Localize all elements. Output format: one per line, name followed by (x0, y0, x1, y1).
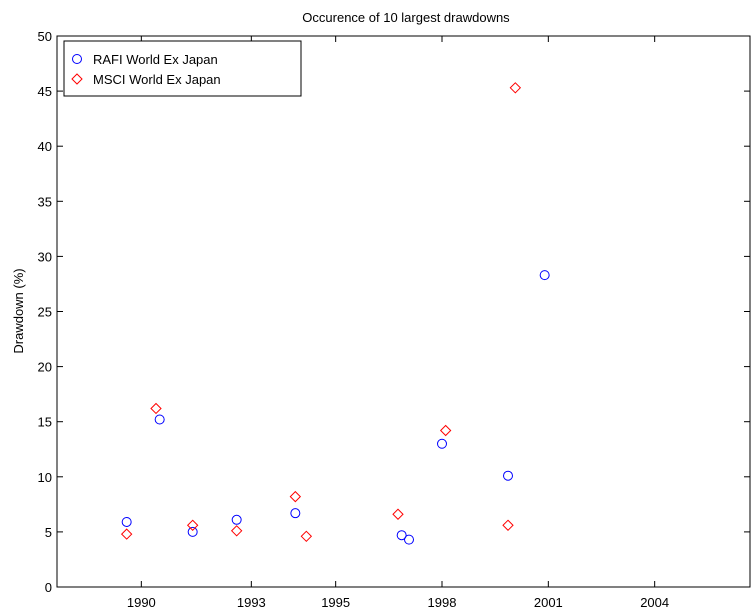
circle-point (290, 508, 301, 519)
y-axis: 0 5 10 15 20 25 30 35 40 45 50 (38, 29, 750, 595)
circle-point (437, 438, 447, 449)
y-tick-label: 35 (38, 194, 52, 209)
legend-box (63, 40, 302, 97)
chart-title: Occurence of 10 largest drawdowns (302, 10, 510, 25)
y-tick-label: 50 (38, 29, 52, 44)
diamond-point (120, 528, 133, 540)
y-tick-label: 10 (38, 470, 52, 485)
legend-label: MSCI World Ex Japan (93, 72, 221, 87)
circle-point (187, 526, 198, 537)
plot-area (56, 35, 751, 588)
y-tick-label: 25 (38, 305, 52, 320)
y-tick-label: 40 (38, 139, 52, 154)
diamond-point (502, 519, 514, 531)
circle-point (231, 514, 242, 525)
diamond-point (289, 490, 302, 503)
legend: RAFI World Ex Japan MSCI World Ex Japan (63, 40, 302, 97)
y-tick-label: 45 (38, 84, 52, 99)
data-points (120, 82, 550, 545)
x-tick-label: 1993 (237, 595, 266, 610)
x-tick-label: 1998 (428, 595, 457, 610)
legend-diamond-marker (71, 73, 83, 85)
series-group (121, 270, 550, 545)
x-tick-label: 1990 (127, 595, 156, 610)
y-tick-label: 5 (45, 525, 52, 540)
diamond-point (230, 525, 243, 537)
circle-point (539, 270, 550, 281)
x-tick-label: 1995 (321, 595, 350, 610)
y-tick-label: 30 (38, 249, 52, 264)
legend-circle-marker (72, 54, 82, 64)
x-axis: 1990 1993 1995 1998 2001 2004 (127, 36, 669, 610)
circle-point (396, 530, 407, 541)
legend-label: RAFI World Ex Japan (93, 52, 218, 67)
diamond-point (186, 519, 199, 531)
y-tick-label: 20 (38, 360, 52, 375)
y-axis-label: Drawdown (%) (11, 268, 26, 353)
diamond-point (509, 82, 522, 94)
circle-point (503, 470, 513, 481)
diamond-point (439, 424, 452, 437)
diamond-point (150, 402, 162, 415)
x-tick-label: 2001 (534, 595, 563, 610)
y-tick-label: 0 (45, 580, 52, 595)
circle-point (121, 516, 132, 527)
y-tick-label: 15 (38, 415, 52, 430)
circle-point (404, 534, 414, 545)
series-group (120, 82, 522, 543)
circle-point (154, 414, 165, 425)
x-tick-label: 2004 (640, 595, 669, 610)
diamond-point (392, 508, 404, 520)
diamond-point (300, 530, 313, 543)
